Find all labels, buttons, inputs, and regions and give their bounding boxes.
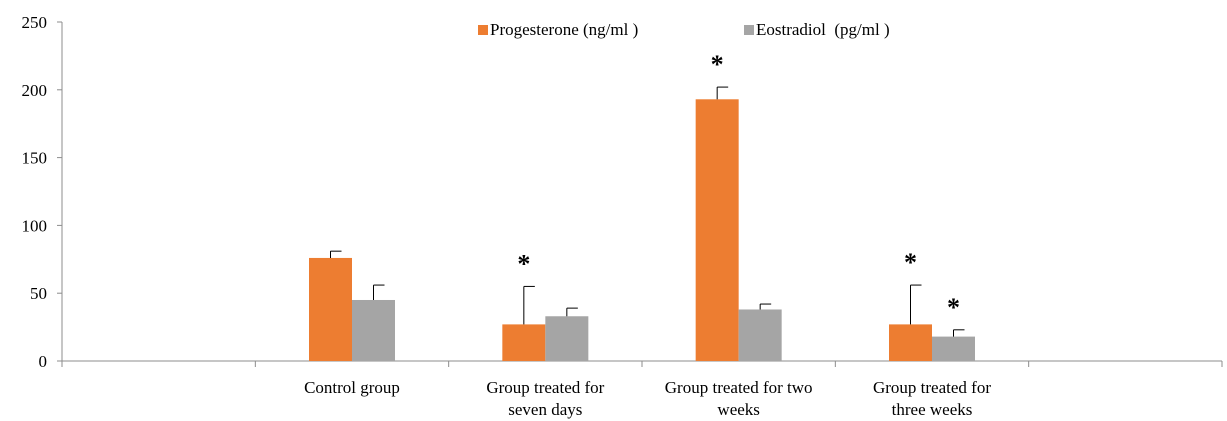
category-label-line: Group treated for [486, 378, 604, 397]
legend-swatch [478, 25, 488, 35]
legend-swatch [744, 25, 754, 35]
category-label-line: Control group [304, 378, 400, 397]
category-label: Group treated for seven days [486, 378, 604, 419]
x-axis: Control group Group treated for seven days… [61, 360, 1223, 419]
category-label: Group treated for three weeks [873, 378, 991, 419]
y-tick-label: 250 [22, 13, 48, 32]
significance-marker: * [517, 249, 530, 278]
legend-label: Progesterone (ng/ml ) [490, 20, 638, 39]
y-axis: 0 50 100 150 200 250 [22, 13, 63, 371]
category-label-line: weeks [717, 400, 759, 419]
category-label-line: Group treated for [873, 378, 991, 397]
significance-marker: * [711, 50, 724, 79]
legend: Progesterone (ng/ml ) Eostradiol (pg/ml ) [478, 20, 890, 39]
bar [695, 99, 739, 362]
category-label: Group treated for two weeks [665, 378, 813, 419]
category-label-line: three weeks [892, 400, 973, 419]
bar [889, 324, 932, 361]
bar [545, 316, 589, 361]
y-tick-label: 50 [30, 284, 47, 303]
bar [502, 324, 546, 361]
bar [932, 336, 975, 361]
y-tick-label: 150 [22, 149, 48, 168]
y-tick-label: 0 [39, 352, 48, 371]
bar [352, 299, 395, 361]
bars: * * * * [309, 50, 975, 362]
significance-marker: * [947, 293, 960, 322]
legend-label: Eostradiol (pg/ml ) [756, 20, 890, 39]
category-label-line: Group treated for two [665, 378, 813, 397]
category-label: Control group [304, 378, 400, 397]
bar [738, 309, 782, 361]
bar [309, 257, 352, 361]
y-tick-label: 100 [22, 216, 48, 235]
category-label-line: seven days [508, 400, 582, 419]
significance-marker: * [904, 248, 917, 277]
y-tick-label: 200 [22, 81, 48, 100]
